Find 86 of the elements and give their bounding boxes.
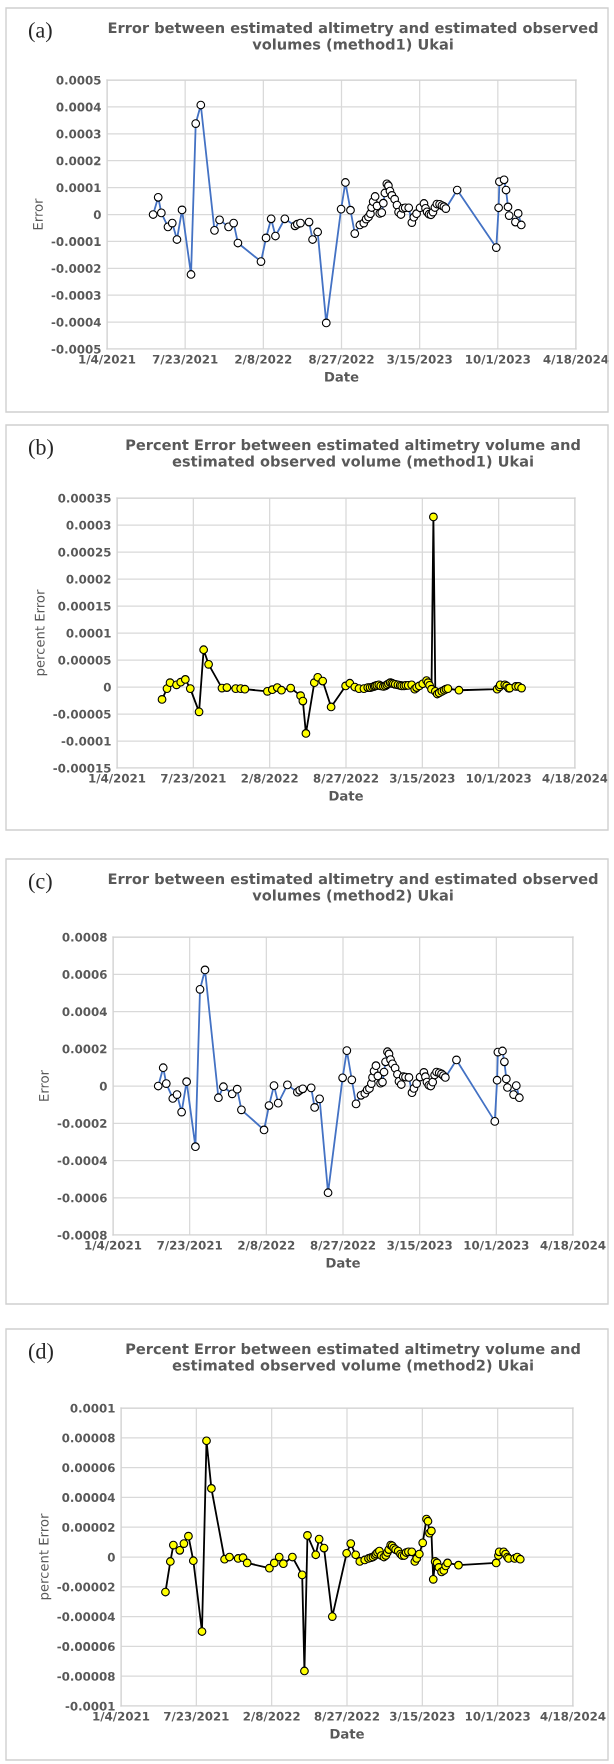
y-tick-label: 0.00005 (58, 655, 111, 665)
x-tick-label: 10/1/2023 (464, 1240, 529, 1251)
x-tick-label: 3/15/2023 (387, 354, 452, 365)
text: (a) (28, 22, 52, 43)
y-tick-label: -0.0002 (57, 1118, 107, 1128)
y-tick-label: 0.0003 (66, 520, 111, 530)
y-tick-label: 0.00004 (62, 1493, 115, 1503)
x-tick-label: 2/8/2022 (235, 354, 292, 365)
x-tick-label: 7/23/2021 (152, 354, 218, 365)
y-tick-label: 0.0002 (56, 156, 101, 166)
y-tick-label: -0.0005 (51, 344, 101, 354)
chart-title: Percent Error between estimated altimetry volume and estimated observed volume (method2) Ukai (126, 1343, 580, 1373)
text: (c) (28, 873, 52, 894)
x-tick-label: 3/15/2023 (390, 1711, 455, 1722)
y-tick-label: -0.00004 (57, 1612, 115, 1622)
x-tick-label: 1/4/2021 (93, 1711, 150, 1722)
y-tick-label: -0.0003 (51, 290, 101, 300)
y-tick-label: 0.00006 (62, 1463, 115, 1473)
chart-title: Percent Error between estimated altimetry volume and estimated observed volume (method1) Ukai (126, 439, 580, 469)
x-tick-label: 8/27/2022 (314, 1711, 380, 1722)
y-tick-label: 0 (103, 682, 111, 692)
text: (d) (28, 1343, 53, 1364)
x-axis-title: Date (325, 371, 359, 382)
x-tick-label: 7/23/2021 (157, 1240, 222, 1251)
x-tick-label: 4/18/2024 (540, 1240, 606, 1251)
y-tick-label: -0.0002 (51, 264, 101, 273)
x-tick-label: 8/27/2022 (310, 1240, 376, 1251)
y-tick-label: 0.0004 (56, 102, 101, 112)
x-tick-label: 8/27/2022 (313, 773, 379, 784)
y-axis-title: Error (39, 1069, 49, 1101)
y-tick-label: -0.00002 (57, 1582, 115, 1592)
x-tick-label: 3/15/2023 (390, 773, 455, 784)
y-tick-label: -0.0001 (51, 237, 101, 247)
x-tick-label: 10/1/2023 (466, 354, 530, 365)
x-axis-title: Date (330, 1728, 364, 1739)
x-tick-label: 2/8/2022 (238, 1240, 295, 1251)
y-tick-label: -0.0004 (51, 317, 101, 327)
y-axis-title: percent Error (38, 1513, 52, 1600)
y-tick-label: 0.0002 (62, 1044, 107, 1054)
x-tick-label: 7/23/2021 (161, 773, 226, 784)
x-tick-label: 10/1/2023 (466, 773, 531, 784)
y-tick-label: -0.0004 (57, 1156, 107, 1166)
y-tick-label: 0.0006 (62, 969, 107, 979)
y-tick-label: -0.0001 (65, 1701, 115, 1711)
x-tick-label: 4/18/2024 (540, 1711, 606, 1722)
y-tick-label: 0.0003 (56, 129, 101, 139)
y-tick-label: -0.0008 (57, 1230, 107, 1240)
y-tick-label: 0.00025 (58, 547, 111, 557)
x-tick-label: 4/18/2024 (543, 354, 609, 365)
y-tick-label: -0.00015 (53, 763, 111, 773)
y-tick-label: -0.00006 (57, 1642, 115, 1652)
y-tick-label: 0.0005 (56, 75, 101, 85)
x-tick-label: 3/15/2023 (387, 1240, 452, 1251)
y-tick-label: -0.0006 (57, 1193, 107, 1203)
x-tick-label: 8/27/2022 (309, 354, 374, 365)
y-tick-label: 0 (107, 1552, 115, 1562)
x-tick-label: 10/1/2023 (465, 1711, 530, 1722)
y-tick-label: -0.00005 (53, 709, 111, 719)
y-tick-label: -0.00008 (57, 1671, 115, 1681)
y-tick-label: 0 (93, 210, 101, 220)
x-axis-title: Date (329, 790, 363, 801)
y-tick-label: 0.0004 (62, 1007, 107, 1017)
x-axis-title: Date (326, 1257, 360, 1268)
y-axis-title: percent Error (34, 589, 48, 676)
x-tick-label: 1/4/2021 (89, 773, 146, 784)
y-tick-label: 0.00015 (58, 601, 111, 611)
y-tick-label: 0.00035 (58, 493, 111, 503)
x-tick-label: 1/4/2021 (79, 354, 136, 365)
y-tick-label: -0.0001 (61, 736, 111, 746)
y-tick-label: 0 (99, 1081, 107, 1091)
y-axis-title: Error (33, 198, 43, 230)
y-tick-label: 0.0001 (66, 628, 111, 638)
y-tick-label: 0.0002 (66, 574, 111, 584)
chart-title: Error between estimated altimetry and estimated observed volumes (method2) Ukai (108, 873, 598, 903)
y-tick-label: 0.0001 (70, 1403, 115, 1413)
x-tick-label: 2/8/2022 (241, 773, 298, 784)
y-tick-label: 0.00002 (62, 1522, 115, 1532)
x-tick-label: 7/23/2021 (164, 1711, 229, 1722)
y-tick-label: 0.0001 (56, 183, 101, 193)
text: (b) (28, 439, 53, 460)
chart-title: Error between estimated altimetry and estimated observed volumes (method1) Ukai (108, 22, 598, 52)
x-tick-label: 4/18/2024 (542, 773, 608, 784)
x-tick-label: 1/4/2021 (85, 1240, 142, 1251)
x-tick-label: 2/8/2022 (243, 1711, 300, 1722)
y-tick-label: 0.00008 (62, 1433, 115, 1443)
y-tick-label: 0.0008 (62, 932, 107, 942)
